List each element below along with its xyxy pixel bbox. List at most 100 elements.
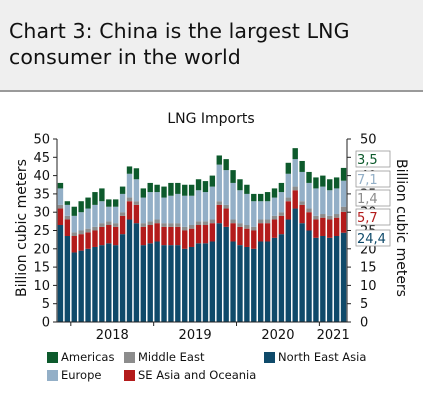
bar-segment	[168, 223, 174, 227]
bar-segment	[147, 182, 153, 193]
bar-segment	[85, 232, 91, 249]
bar-segment	[327, 219, 333, 238]
bar-segment	[92, 192, 98, 205]
bar-segment	[278, 182, 285, 193]
bar-segment	[113, 223, 119, 227]
bar-segment	[223, 204, 229, 209]
bar-segment	[161, 245, 167, 322]
x-tick-label: 2020	[261, 328, 294, 343]
bar-segment	[333, 217, 340, 236]
bar-segment	[327, 179, 333, 191]
bar-segment	[264, 219, 271, 224]
bar-segment	[223, 226, 229, 322]
bar-segment	[278, 234, 285, 322]
bar-segment	[223, 159, 229, 171]
bar-segment	[188, 184, 195, 196]
bar-segment	[119, 215, 126, 235]
bar-segment	[85, 208, 91, 229]
end-value-label: 3,5	[357, 153, 378, 168]
bar-segment	[175, 193, 181, 224]
bar-segment	[113, 199, 119, 207]
bar-segment	[154, 241, 160, 322]
bar-segment	[119, 234, 126, 322]
bar-segment	[340, 167, 347, 181]
bar-segment	[64, 204, 71, 216]
bar-segment	[340, 232, 347, 322]
bar-segment	[106, 221, 112, 226]
bar-segment	[99, 245, 105, 322]
bar-segment	[168, 195, 174, 224]
bar-segment	[133, 201, 140, 205]
bar-segment	[182, 248, 188, 322]
bar-segment	[340, 180, 347, 207]
bar-segment	[195, 243, 202, 322]
bar-segment	[195, 179, 202, 191]
bar-segment	[175, 226, 181, 246]
bar-segment	[209, 241, 216, 322]
bar-segment	[92, 246, 98, 322]
y-tick-label-left: 50	[33, 133, 50, 148]
bar-segment	[306, 212, 312, 231]
bar-segment	[202, 221, 209, 226]
bar-segment	[78, 201, 84, 213]
y-tick-label-right: 0	[360, 316, 368, 331]
bar-segment	[306, 230, 312, 322]
bar-stacks	[57, 148, 347, 322]
bar-segment	[271, 197, 278, 216]
bar-segment	[292, 190, 298, 209]
chart-title: LNG Imports	[167, 111, 254, 127]
bar-segment	[264, 241, 271, 322]
chart-heading: Chart 3: China is the largest LNG consum…	[9, 19, 350, 69]
bar-segment	[313, 188, 319, 216]
y-tick-label-right: 10	[360, 279, 377, 294]
bar-segment	[258, 201, 264, 220]
bar-segment	[230, 223, 236, 242]
bar-segment	[244, 228, 250, 247]
bar-segment	[306, 171, 312, 183]
end-value-label: 7,1	[357, 173, 378, 188]
bar-segment	[182, 226, 188, 231]
bar-segment	[92, 226, 98, 231]
end-label-box	[355, 150, 391, 168]
bar-segment	[195, 225, 202, 244]
bar-segment	[154, 192, 160, 220]
bar-segment	[140, 226, 147, 246]
bar-segment	[195, 221, 202, 226]
bar-segment	[299, 223, 305, 322]
bar-segment	[147, 243, 153, 322]
bar-segment	[320, 175, 326, 187]
bar-segment	[202, 225, 209, 244]
bar-segment	[64, 215, 71, 220]
bar-segment	[230, 241, 236, 322]
end-label-box	[355, 170, 391, 188]
bar-segment	[126, 201, 133, 220]
bar-segment	[333, 235, 340, 322]
bar-segment	[313, 237, 319, 322]
bar-segment	[285, 219, 292, 322]
bar-segment	[57, 208, 64, 226]
bar-segment	[147, 192, 153, 222]
bar-segment	[251, 193, 257, 202]
bar-segment	[202, 192, 209, 222]
bar-segment	[209, 223, 216, 242]
bar-segment	[327, 215, 333, 220]
y-tick-label-left: 15	[33, 261, 50, 276]
bar-segment	[237, 179, 243, 191]
bar-segment	[264, 192, 271, 202]
bar-segment	[92, 230, 98, 247]
bar-segment	[188, 246, 195, 322]
y-tick-label-left: 5	[42, 297, 50, 312]
bar-segment	[119, 193, 126, 213]
bar-segment	[71, 252, 77, 322]
bar-segment	[106, 206, 112, 222]
y-tick-label-left: 40	[33, 169, 50, 184]
bar-segment	[168, 182, 174, 196]
bar-segment	[292, 148, 298, 160]
bar-segment	[78, 234, 84, 251]
bar-segment	[320, 214, 326, 218]
bar-segment	[147, 221, 153, 226]
bar-segment	[71, 232, 77, 236]
y-tick-label-left: 10	[33, 279, 50, 294]
bar-segment	[106, 225, 112, 244]
